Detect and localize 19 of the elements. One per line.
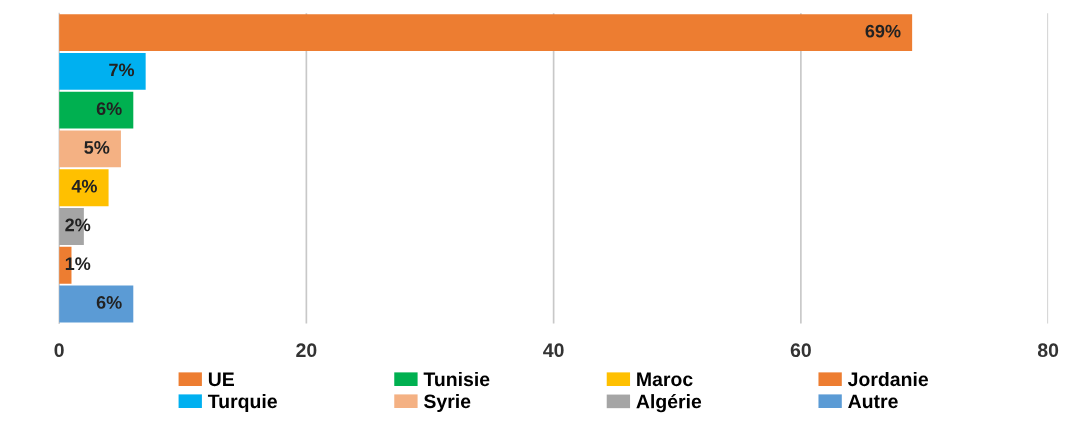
x-tick-label: 20 xyxy=(296,343,317,358)
x-tick-label: 60 xyxy=(790,343,811,358)
data-label: 6% xyxy=(96,102,122,116)
x-tick-label: 0 xyxy=(54,343,64,358)
data-label: 4% xyxy=(71,179,97,193)
legend-label: Turquie xyxy=(207,393,277,413)
legend-label: Maroc xyxy=(637,372,693,387)
legend-label: Tunisie xyxy=(423,371,490,387)
legend-label: Jordanie xyxy=(847,371,929,387)
legend-label: Syrie xyxy=(423,393,471,413)
legend-label: Autre xyxy=(848,394,898,409)
data-label: 5% xyxy=(84,141,110,154)
x-tick-label: 40 xyxy=(543,343,564,358)
data-label: 69% xyxy=(865,24,901,38)
data-label: 7% xyxy=(109,63,135,77)
legend-label: UE xyxy=(208,372,234,387)
x-tick-label: 80 xyxy=(1037,343,1059,358)
data-label: 6% xyxy=(96,296,122,309)
legend-label: Algérie xyxy=(636,393,702,413)
